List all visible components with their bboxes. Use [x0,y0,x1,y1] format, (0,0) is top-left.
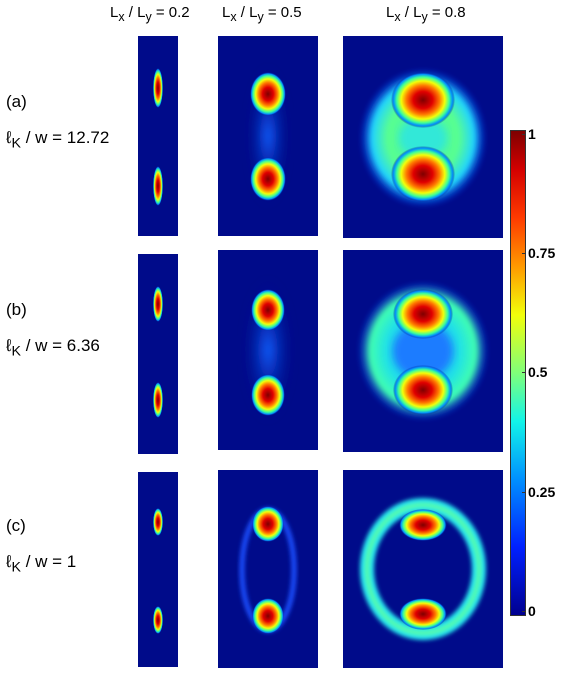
panel-b-0.8 [343,250,503,452]
colorbar-tick-0.5: 0.5 [521,364,548,380]
panel-a-0.5 [218,36,318,236]
column-header-0.5: Lx / Ly = 0.5 [222,4,302,24]
panel-b-0.2 [138,254,178,454]
colorbar-tick-0: 0 [522,603,536,619]
colorbar-tick-1: 1 [522,126,536,142]
row-label-a: (a) ℓK / w = 12.72 [6,92,110,152]
colorbar-tick-0.75: 0.75 [521,245,556,261]
column-header-0.8: Lx / Ly = 0.8 [386,4,466,24]
row-tag: (c) [6,516,26,535]
row-label-c: (c) ℓK / w = 1 [6,516,77,576]
panel-c-0.8 [343,470,503,668]
panel-c-0.2 [138,472,178,667]
panel-a-0.2 [138,36,178,236]
row-tag: (a) [6,92,27,111]
colorbar [510,130,526,616]
row-tag: (b) [6,300,27,319]
row-label-b: (b) ℓK / w = 6.36 [6,300,100,360]
column-header-0.2: Lx / Ly = 0.2 [110,4,190,24]
panel-b-0.5 [218,250,318,450]
panel-c-0.5 [218,470,318,668]
panel-a-0.8 [343,36,503,238]
colorbar-tick-0.25: 0.25 [521,484,556,500]
